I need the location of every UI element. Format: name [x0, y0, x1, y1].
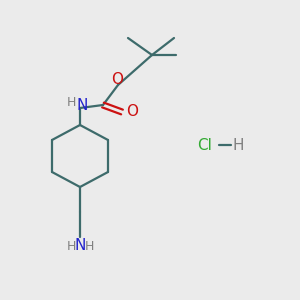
Text: H: H [84, 241, 94, 254]
Text: Cl: Cl [198, 137, 212, 152]
Text: H: H [232, 137, 244, 152]
Text: N: N [74, 238, 86, 253]
Text: O: O [111, 73, 123, 88]
Text: H: H [66, 241, 76, 254]
Text: N: N [76, 98, 88, 113]
Text: H: H [66, 95, 76, 109]
Text: O: O [126, 104, 138, 119]
